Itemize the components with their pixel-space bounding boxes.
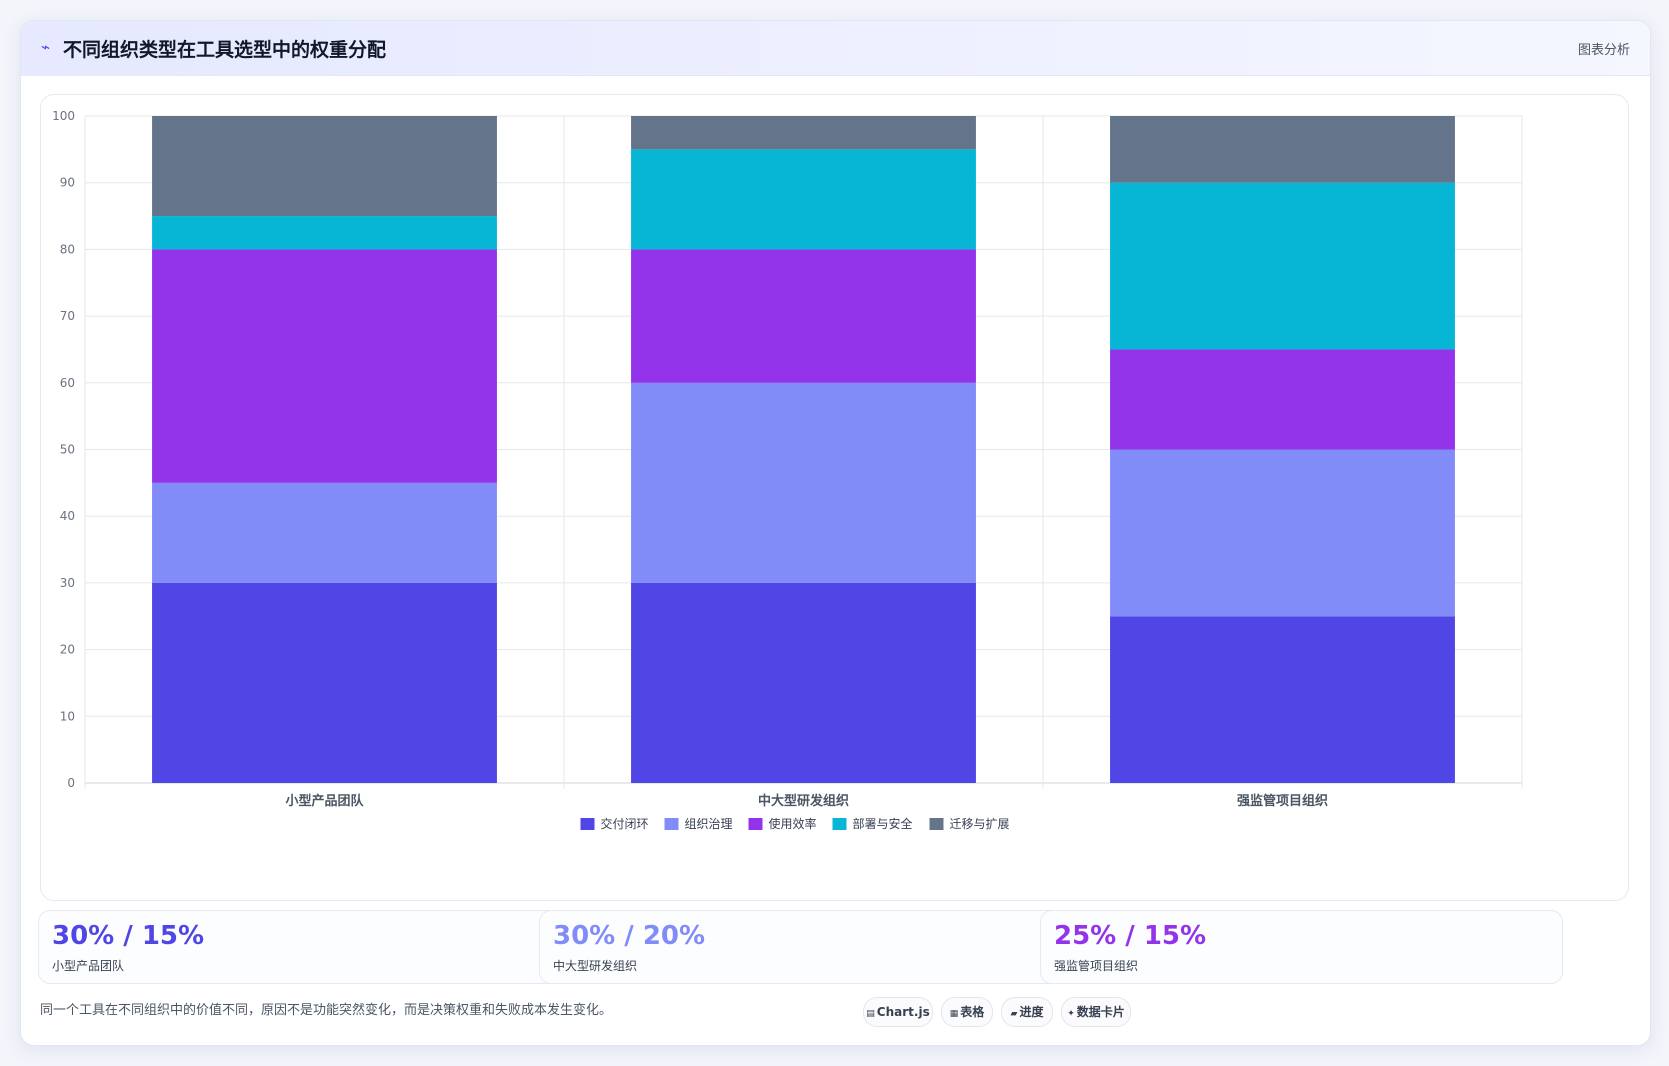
x-tick-label: 强监管项目组织 — [1237, 793, 1328, 809]
table-icon: ▦ — [949, 1009, 959, 1019]
y-tick-label: 20 — [60, 643, 75, 657]
legend-swatch — [580, 818, 595, 830]
pill-label: Chart.js — [876, 1005, 930, 1019]
bar-segment — [1110, 182, 1455, 350]
legend-label: 部署与安全 — [853, 816, 913, 831]
stat-card-regulated-org: 25% / 15% 强监管项目组织 — [1040, 910, 1563, 984]
y-tick-label: 100 — [52, 109, 75, 123]
stat-card-small-team: 30% / 15% 小型产品团队 — [38, 910, 561, 984]
stat-card-mid-large-org: 30% / 20% 中大型研发组织 — [539, 910, 1062, 984]
pill-chartjs[interactable]: ▤ Chart.js — [863, 997, 933, 1027]
bar-segment — [1110, 616, 1455, 783]
chart-title: 不同组织类型在工具选型中的权重分配 — [63, 39, 387, 61]
header-tag: 图表分析 — [1577, 43, 1630, 58]
y-tick-label: 40 — [60, 509, 75, 523]
stat-value: 25% / 15% — [1054, 921, 1207, 951]
bar-segment — [152, 249, 497, 483]
pill-data-card[interactable]: ✦ 数据卡片 — [1061, 997, 1131, 1027]
bar-segment — [1110, 349, 1455, 450]
legend-swatch — [664, 818, 679, 830]
footer-note: 同一个工具在不同组织中的价值不同，原因不是功能突然变化，而是决策权重和失败成本发… — [40, 1003, 613, 1018]
legend-label: 使用效率 — [769, 816, 817, 831]
stat-label: 小型产品团队 — [52, 959, 125, 973]
legend-swatch — [748, 818, 763, 830]
y-tick-label: 10 — [60, 709, 75, 723]
chart-panel: 0 10 20 30 40 50 60 70 80 90 100 小型产品团队 中大型研发组织 强监管项目… — [40, 94, 1629, 901]
pill-table[interactable]: ▦ 表格 — [941, 997, 993, 1027]
progress-icon: ▰ — [1010, 1009, 1018, 1019]
sparkle-icon: ✦ — [1067, 1009, 1075, 1019]
bar-segment — [631, 382, 976, 583]
x-tick-label: 小型产品团队 — [285, 793, 364, 809]
stat-value: 30% / 15% — [52, 921, 205, 951]
chart-icon: ▤ — [866, 1009, 875, 1019]
stat-label: 强监管项目组织 — [1054, 959, 1139, 973]
bar-segment — [152, 582, 497, 783]
pulse-icon: ⌁ — [41, 38, 51, 56]
bar-segment — [152, 116, 497, 217]
bar-segment — [631, 582, 976, 783]
bar-segment — [631, 116, 976, 150]
pill-label: 数据卡片 — [1076, 1005, 1125, 1019]
stat-label: 中大型研发组织 — [553, 959, 638, 973]
stacked-bar-chart: 0 10 20 30 40 50 60 70 80 90 100 小型产品团队 中大型研发组织 强监管项目… — [52, 109, 1523, 831]
y-tick-label: 70 — [60, 309, 75, 323]
y-tick-label: 90 — [60, 176, 75, 190]
bar-segment — [631, 149, 976, 250]
legend-label: 迁移与扩展 — [950, 817, 1010, 831]
x-tick-label: 中大型研发组织 — [758, 793, 849, 809]
y-tick-label: 0 — [67, 776, 75, 790]
pill-label: 表格 — [960, 1005, 985, 1019]
chart-card: ⌁ 不同组织类型在工具选型中的权重分配 图表分析 0 10 20 30 40 50 60 70… — [20, 20, 1651, 1046]
pill-progress[interactable]: ▰ 进度 — [1001, 997, 1053, 1027]
y-tick-label: 80 — [60, 242, 75, 256]
legend-label: 组织治理 — [685, 817, 733, 831]
pill-label: 进度 — [1019, 1005, 1044, 1019]
legend-swatch — [832, 818, 847, 830]
bar-segment — [152, 482, 497, 583]
y-tick-label: 30 — [60, 576, 75, 590]
bar-segment — [1110, 449, 1455, 617]
y-tick-label: 50 — [60, 443, 75, 457]
legend-label: 交付闭环 — [601, 816, 649, 831]
bar-segment — [152, 216, 497, 250]
y-tick-label: 60 — [60, 376, 75, 390]
legend-swatch — [929, 818, 944, 830]
stat-value: 30% / 20% — [553, 921, 706, 951]
bar-segment — [1110, 116, 1455, 183]
bar-segment — [631, 249, 976, 383]
card-header: ⌁ 不同组织类型在工具选型中的权重分配 图表分析 — [21, 21, 1650, 76]
